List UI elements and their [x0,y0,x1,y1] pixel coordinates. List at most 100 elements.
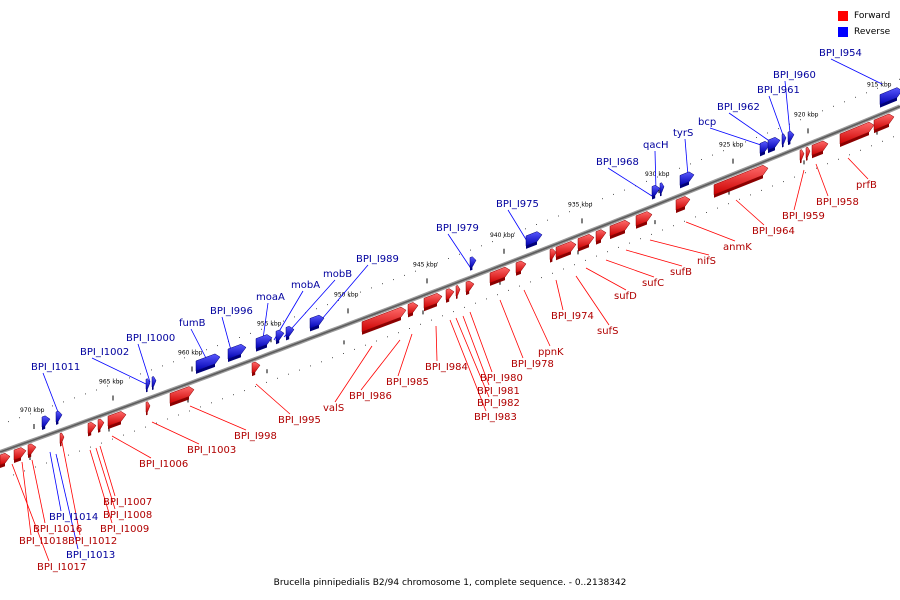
gene-label[interactable]: BPI_I989 [356,254,399,265]
reverse-gene-glyph[interactable] [659,182,665,194]
gene-label[interactable]: BPI_I1013 [66,550,115,561]
forward-gene-glyph[interactable] [555,241,577,258]
gene-label[interactable]: BPI_I962 [717,102,760,113]
gene-label[interactable]: BPI_I978 [511,359,554,370]
forward-gene-glyph[interactable] [549,248,557,260]
forward-gene-glyph[interactable] [59,432,65,444]
gene-label[interactable]: sufS [597,326,618,337]
gene-label[interactable]: BPI_I960 [773,70,816,81]
forward-gene-glyph[interactable] [455,285,461,297]
gene-label[interactable]: ppnK [538,347,564,358]
gene-label[interactable]: anmK [723,242,752,253]
forward-gene-glyph[interactable] [445,288,455,301]
gene-label[interactable]: BPI_I1008 [103,510,152,521]
forward-gene-glyph[interactable] [839,121,875,145]
forward-gene-glyph[interactable] [87,421,97,434]
forward-gene-glyph[interactable] [465,280,475,293]
gene-label[interactable]: mobA [291,280,320,291]
gene-label[interactable]: tyrS [673,128,693,139]
reverse-gene-glyph[interactable] [145,378,151,390]
forward-gene-glyph[interactable] [251,361,261,374]
reverse-gene-glyph[interactable] [759,141,771,154]
gene-label[interactable]: BPI_I1017 [37,562,86,573]
gene-label[interactable]: BPI_I998 [234,431,277,442]
forward-gene-glyph[interactable] [107,411,127,427]
gene-label[interactable]: BPI_I1006 [139,459,188,470]
gene-label[interactable]: bcp [698,117,716,128]
forward-gene-glyph[interactable] [489,266,511,284]
forward-gene-glyph[interactable] [27,443,37,456]
forward-gene-glyph[interactable] [13,447,27,461]
gene-label[interactable]: BPI_I1003 [187,445,236,456]
gene-label[interactable]: BPI_I1000 [126,333,175,344]
forward-gene-glyph[interactable] [805,146,811,159]
gene-label[interactable]: BPI_I982 [477,398,520,409]
gene-label[interactable]: BPI_I980 [480,373,523,384]
reverse-gene-glyph[interactable] [309,314,325,329]
reverse-gene-glyph[interactable] [787,130,795,143]
gene-label[interactable]: BPI_I979 [436,223,479,234]
gene-label[interactable]: BPI_I1007 [103,497,152,508]
gene-label[interactable]: fumB [179,318,206,329]
forward-gene-glyph[interactable] [873,113,895,131]
forward-gene-glyph[interactable] [675,196,691,211]
reverse-gene-glyph[interactable] [679,171,695,186]
forward-gene-glyph[interactable] [799,149,805,161]
gene-label[interactable]: BPI_I995 [278,415,321,426]
gene-label[interactable]: moaA [256,292,285,303]
gene-label[interactable]: BPI_I984 [425,362,468,373]
gene-label[interactable]: BPI_I954 [819,48,862,59]
forward-gene-glyph[interactable] [609,219,631,237]
gene-label[interactable]: BPI_I1016 [33,524,82,535]
forward-gene-glyph[interactable] [635,211,653,227]
reverse-gene-glyph[interactable] [55,410,63,423]
forward-gene-glyph[interactable] [595,229,607,242]
gene-label[interactable]: BPI_I1014 [49,512,98,523]
gene-label[interactable]: BPI_I958 [816,197,859,208]
forward-gene-glyph[interactable] [169,386,195,404]
gene-label[interactable]: BPI_I968 [596,157,639,168]
gene-label[interactable]: BPI_I996 [210,306,253,317]
forward-gene-glyph[interactable] [97,418,105,431]
reverse-gene-glyph[interactable] [275,329,285,342]
reverse-gene-glyph[interactable] [525,231,543,247]
forward-gene-glyph[interactable] [713,164,769,196]
gene-label[interactable]: BPI_I1009 [100,524,149,535]
gene-label[interactable]: BPI_I1002 [80,347,129,358]
gene-label[interactable]: BPI_I961 [757,85,800,96]
gene-label[interactable]: mobB [323,269,352,280]
forward-gene-glyph[interactable] [361,306,407,333]
gene-label[interactable]: BPI_I986 [349,391,392,402]
gene-label[interactable]: sufC [642,278,664,289]
reverse-gene-glyph[interactable] [285,325,295,338]
reverse-gene-glyph[interactable] [469,256,477,268]
reverse-gene-glyph[interactable] [151,376,157,388]
gene-label[interactable]: BPI_I964 [752,226,795,237]
forward-gene-glyph[interactable] [407,302,419,315]
forward-gene-glyph[interactable] [0,452,11,466]
reverse-gene-glyph[interactable] [255,334,273,349]
gene-label[interactable]: sufB [670,267,692,278]
forward-gene-glyph[interactable] [145,401,151,413]
reverse-gene-glyph[interactable] [781,133,787,145]
gene-label[interactable]: qacH [643,140,669,151]
gene-label[interactable]: BPI_I975 [496,199,539,210]
reverse-gene-glyph[interactable] [767,137,781,151]
reverse-gene-glyph[interactable] [195,353,221,372]
gene-label[interactable]: BPI_I1018 [19,536,68,547]
forward-gene-glyph[interactable] [811,140,829,156]
gene-label[interactable]: BPI_I974 [551,311,594,322]
reverse-gene-glyph[interactable] [41,415,51,428]
gene-label[interactable]: BPI_I985 [386,377,429,388]
gene-label[interactable]: BPI_I1011 [31,362,80,373]
gene-label[interactable]: BPI_I1012 [68,536,117,547]
gene-label[interactable]: valS [323,403,344,414]
gene-label[interactable]: BPI_I959 [782,211,825,222]
forward-gene-glyph[interactable] [515,260,527,274]
forward-gene-glyph[interactable] [423,293,443,309]
gene-label[interactable]: prfB [856,180,877,191]
gene-label[interactable]: sufD [614,291,637,302]
forward-gene-glyph[interactable] [577,234,595,249]
gene-label[interactable]: BPI_I981 [477,386,520,397]
reverse-gene-glyph[interactable] [227,343,247,360]
